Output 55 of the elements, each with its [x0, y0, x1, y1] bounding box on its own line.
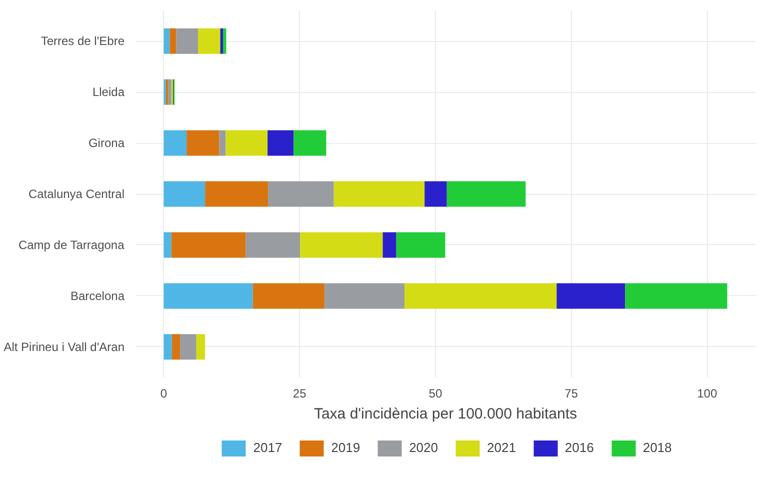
bar: [446, 181, 526, 207]
bar: [171, 232, 246, 258]
bar: [172, 334, 180, 360]
bar: [226, 130, 268, 156]
y-tick-label: Camp de Tarragona: [18, 238, 125, 252]
bar: [252, 283, 325, 309]
x-tick-label: 0: [160, 386, 168, 400]
bar: [164, 334, 172, 360]
bar: [164, 130, 187, 156]
bar: [164, 283, 253, 309]
bar: [424, 181, 447, 207]
bar: [404, 283, 557, 309]
bar: [220, 28, 223, 54]
y-tick-label: Barcelona: [70, 288, 125, 303]
bar: [246, 232, 300, 258]
bar: [198, 28, 220, 54]
legend-label: 2018: [642, 440, 672, 455]
bar: [396, 232, 446, 258]
legend-label: 2019: [331, 440, 360, 455]
bar: [186, 130, 220, 156]
bar: [219, 130, 226, 156]
bar: [180, 334, 196, 360]
y-tick-label: Alt Pirineu i Vall d'Aran: [4, 340, 125, 354]
bar: [382, 232, 396, 258]
bar: [170, 28, 176, 54]
y-tick-label: Terres de l'Ebre: [40, 34, 125, 48]
bar: [300, 232, 383, 258]
bar: [164, 232, 172, 258]
legend-label: 2021: [487, 440, 516, 455]
bar: [166, 79, 168, 105]
x-tick-label: 25: [292, 386, 307, 400]
bar: [268, 181, 334, 207]
bar: [294, 130, 326, 156]
x-tick-label: 50: [428, 386, 442, 400]
bar: [164, 28, 170, 54]
y-tick-label: Catalunya Central: [28, 187, 125, 201]
bar: [222, 28, 226, 54]
legend-label: 2016: [564, 440, 594, 455]
x-tick-label: 100: [697, 386, 718, 400]
bar: [324, 283, 404, 309]
bar: [168, 79, 172, 105]
bar: [556, 283, 626, 309]
bar: [625, 283, 728, 309]
y-tick-label: Lleida: [92, 85, 125, 100]
legend-label: 2020: [409, 440, 438, 455]
bar: [196, 334, 206, 360]
bar: [205, 181, 268, 207]
legend-label: 2017: [253, 440, 282, 455]
bar: [268, 130, 294, 156]
x-tick-label: 75: [564, 386, 578, 400]
bar: [164, 181, 206, 207]
bar: [334, 181, 425, 207]
y-tick-label: Girona: [88, 136, 125, 150]
x-axis-title: Taxa d'incidència per 100.000 habitants: [314, 406, 578, 422]
bar: [176, 28, 198, 54]
